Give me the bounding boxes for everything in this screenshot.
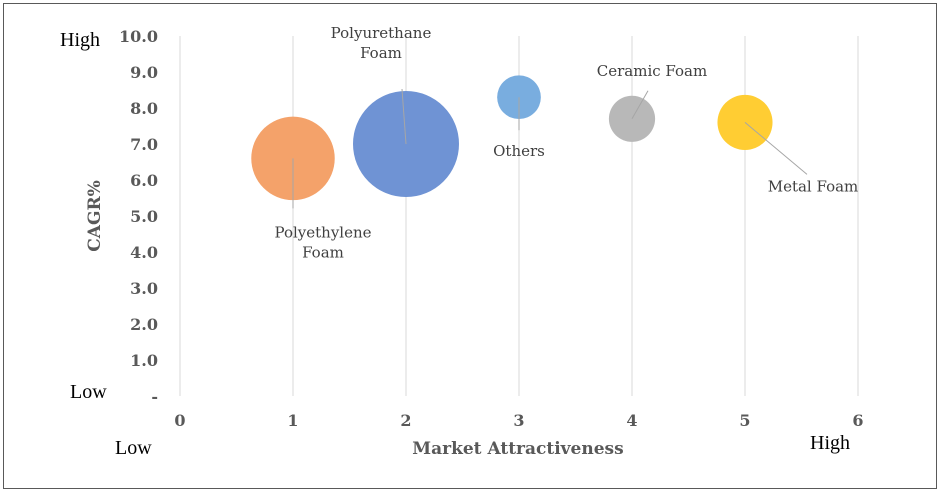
y-tick-labels: - 1.0 2.0 3.0 4.0 5.0 6.0 7.0 8.0 9.0 10.0 (119, 27, 158, 406)
data-label: Ceramic Foam (597, 62, 707, 80)
y-tick-label: 4.0 (130, 243, 158, 262)
y-low-label: Low (70, 381, 107, 403)
y-tick-label: 8.0 (130, 99, 158, 118)
y-high-label: High (60, 29, 100, 51)
leader-lines (292, 88, 808, 209)
x-high-label: High (810, 432, 850, 454)
x-tick-label: 1 (287, 411, 298, 430)
data-label: Polyurethane (331, 24, 432, 42)
x-tick-label: 0 (174, 411, 185, 430)
x-tick-label: 5 (739, 411, 750, 430)
leader-line (631, 90, 649, 120)
y-tick-label: 2.0 (130, 315, 158, 334)
chart-frame (3, 3, 937, 489)
bubbles (251, 75, 773, 201)
x-low-label: Low (115, 437, 152, 459)
data-label: Metal Foam (768, 177, 859, 195)
y-tick-label: 9.0 (130, 63, 158, 82)
x-tick-label: 4 (626, 411, 637, 430)
x-tick-label: 6 (852, 411, 863, 430)
data-labels: Polyethylene Foam Polyurethane Foam Others Ce… (274, 24, 858, 261)
leader-line (401, 88, 407, 145)
y-tick-label: 1.0 (130, 351, 158, 370)
y-tick-label: 5.0 (130, 207, 158, 226)
y-tick-label: 7.0 (130, 135, 158, 154)
y-tick-label: 3.0 (130, 279, 158, 298)
y-tick-label: 10.0 (119, 27, 158, 46)
x-tick-label: 3 (513, 411, 524, 430)
data-label: Foam (302, 243, 344, 261)
x-tick-label: 2 (400, 411, 411, 430)
data-label: Foam (360, 44, 402, 62)
leader-line (744, 122, 808, 175)
y-tick-label: - (151, 387, 158, 406)
y-axis-title: CAGR% (85, 180, 105, 252)
data-label: Others (493, 142, 545, 160)
x-axis-title: Market Attractiveness (412, 439, 623, 459)
x-tick-labels: 0 1 2 3 4 5 6 (174, 411, 863, 430)
y-tick-label: 6.0 (130, 171, 158, 190)
data-label: Polyethylene (274, 223, 371, 241)
